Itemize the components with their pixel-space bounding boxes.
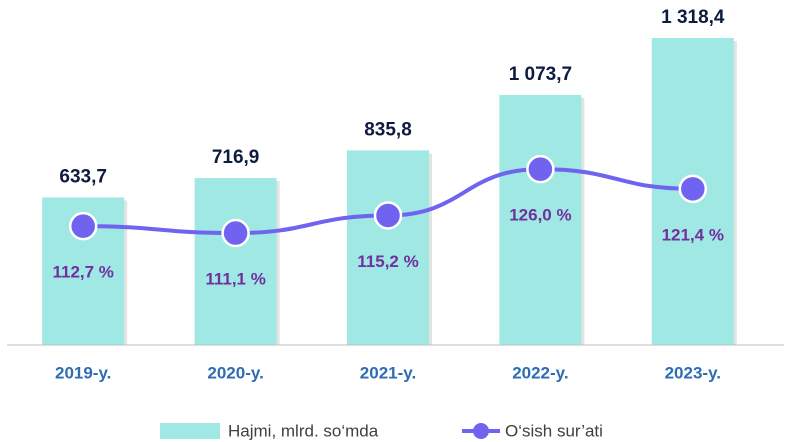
bar-value-label: 716,9 [212,147,260,168]
x-tick-label: 2022-y. [512,363,568,382]
growth-marker [68,211,98,241]
x-tick-label: 2021-y. [360,363,416,382]
x-tick-label: 2020-y. [207,363,263,382]
x-tick-label: 2023-y. [665,363,721,382]
bar [194,178,277,345]
growth-marker [221,218,250,248]
bar-value-label: 1 318,4 [661,7,725,28]
bar-value-label: 1 073,7 [509,64,572,85]
growth-value-label: 112,7 % [52,263,113,282]
legend-label: O‘sish sur’ati [505,421,603,440]
growth-value-label: 115,2 % [357,252,418,271]
growth-marker [678,174,708,204]
legend-label: Hajmi, mlrd. so‘mda [228,421,379,440]
bar-value-label: 633,7 [59,166,107,187]
legend-swatch [160,423,220,439]
bar-value-label: 835,8 [364,119,412,140]
growth-marker [526,154,555,184]
x-tick-label: 2019-y. [55,363,111,382]
growth-value-label: 126,0 % [509,206,571,225]
bar [347,150,429,345]
growth-value-label: 111,1 % [205,270,266,289]
bar [499,94,582,345]
growth-value-label: 121,4 % [662,225,724,244]
legend-marker [473,423,489,439]
growth-marker [373,201,403,230]
